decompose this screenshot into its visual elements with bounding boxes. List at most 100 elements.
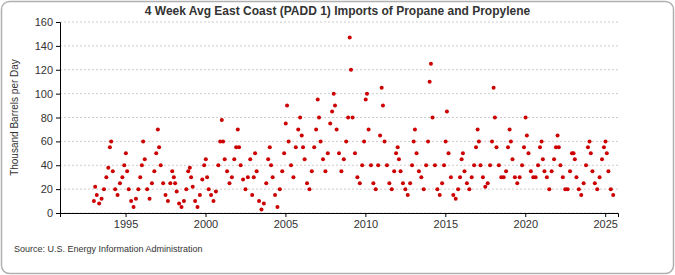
point: [284, 121, 288, 125]
point: [529, 169, 533, 173]
point: [573, 157, 577, 161]
grid-line: [60, 45, 618, 46]
point: [394, 151, 398, 155]
point: [314, 127, 318, 131]
point: [369, 163, 373, 167]
y-axis-line: [56, 23, 61, 214]
point: [598, 175, 602, 179]
point: [342, 157, 346, 161]
x-tick-mark: [445, 213, 446, 217]
point: [588, 139, 592, 143]
point: [444, 139, 448, 143]
point: [92, 199, 96, 203]
x-tick: 2025: [593, 213, 617, 230]
point: [168, 181, 172, 185]
point: [271, 175, 275, 179]
point: [237, 145, 241, 149]
point: [449, 175, 453, 179]
point: [435, 187, 439, 191]
point: [561, 175, 565, 179]
point: [227, 181, 231, 185]
point: [180, 205, 184, 209]
point: [355, 175, 359, 179]
point: [476, 127, 480, 131]
point: [109, 139, 113, 143]
point: [552, 157, 556, 161]
point: [538, 145, 542, 149]
point: [106, 166, 110, 170]
point: [399, 169, 403, 173]
x-tick: 2000: [194, 213, 218, 230]
x-tick-label: 2015: [434, 218, 458, 230]
point: [154, 151, 158, 155]
point: [367, 127, 371, 131]
point: [189, 175, 193, 179]
point: [335, 127, 339, 131]
x-tick-mark: [525, 213, 526, 217]
x-tick: 2020: [514, 213, 538, 230]
y-axis-title: Thousand Barrels per Day: [9, 59, 20, 176]
point: [287, 139, 291, 143]
point: [525, 133, 529, 137]
y-tick-mark: [56, 70, 60, 71]
point: [577, 187, 581, 191]
point: [129, 199, 133, 203]
point: [572, 151, 576, 155]
x-tick: 1995: [114, 213, 138, 230]
y-axis: 020406080100120140160: [35, 16, 61, 219]
point: [502, 175, 506, 179]
point: [492, 86, 496, 90]
point: [403, 187, 407, 191]
point: [604, 139, 608, 143]
point: [193, 199, 197, 203]
point: [387, 181, 391, 185]
y-tick: 40: [41, 159, 60, 171]
point: [490, 139, 494, 143]
point: [417, 169, 421, 173]
point: [440, 181, 444, 185]
point: [111, 169, 115, 173]
point: [333, 104, 337, 108]
point: [429, 62, 433, 66]
point: [593, 181, 597, 185]
point: [140, 163, 144, 167]
point: [124, 151, 128, 155]
y-tick: 120: [35, 64, 60, 76]
point: [348, 36, 352, 40]
point: [150, 181, 154, 185]
point: [291, 175, 295, 179]
point: [232, 157, 236, 161]
point: [346, 116, 350, 120]
point: [156, 127, 160, 131]
chart: 4 Week Avg East Coast (PADD 1) Imports o…: [0, 0, 675, 275]
point: [364, 98, 368, 102]
point: [586, 145, 590, 149]
point: [310, 169, 314, 173]
point: [125, 169, 129, 173]
y-tick-mark: [56, 189, 60, 190]
point: [268, 145, 272, 149]
point: [257, 199, 261, 203]
grid-line: [60, 189, 618, 190]
source: Source: U.S. Energy Information Administ…: [14, 244, 203, 254]
point: [317, 116, 321, 120]
point: [100, 197, 104, 201]
x-tick-label: 2020: [514, 218, 538, 230]
point: [289, 163, 293, 167]
point: [602, 145, 606, 149]
x-tick-label: 2025: [593, 218, 617, 230]
point: [385, 163, 389, 167]
point: [95, 193, 99, 197]
point: [477, 139, 481, 143]
point: [566, 187, 570, 191]
point: [374, 187, 378, 191]
point: [542, 169, 546, 173]
point: [497, 163, 501, 167]
point: [390, 187, 394, 191]
point: [509, 139, 513, 143]
x-tick-label: 1995: [114, 218, 138, 230]
point: [294, 145, 298, 149]
point: [216, 163, 220, 167]
x-tick-label: 2000: [194, 218, 218, 230]
point: [148, 197, 152, 201]
